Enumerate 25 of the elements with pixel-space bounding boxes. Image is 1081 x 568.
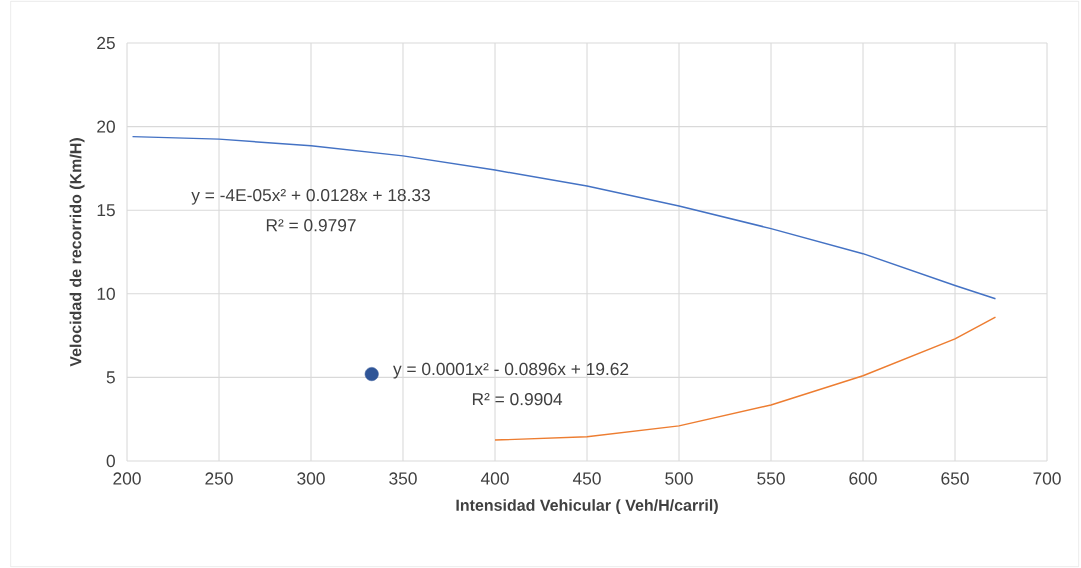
x-tick-label: 700 (1033, 472, 1061, 485)
y-tick-label: 5 (106, 371, 115, 384)
y-tick-label: 25 (97, 36, 115, 50)
y-tick-label: 15 (97, 204, 115, 217)
x-tick-label: 450 (572, 472, 601, 485)
x-tick-label: 300 (297, 472, 325, 485)
annotation: R² = 0.9904 (472, 392, 563, 406)
y-tick-label: 0 (106, 454, 115, 468)
x-tick-label: 350 (389, 472, 417, 485)
x-tick-label: 600 (849, 472, 877, 485)
x-tick-label: 400 (480, 472, 509, 485)
x-tick-label: 200 (113, 472, 141, 485)
y-tick-label: 10 (97, 287, 115, 300)
x-tick-label: 550 (757, 472, 785, 485)
line-series (131, 135, 997, 300)
annotation: y = 0.0001x² - 0.0896x + 19.62 (393, 362, 629, 379)
x-tick-label: 650 (941, 472, 969, 485)
line-series (494, 316, 997, 441)
annotation: R² = 0.9797 (266, 219, 356, 232)
x-tick-label: 250 (205, 472, 233, 485)
annotation: y = -4E-05x² + 0.0128x + 18.33 (191, 188, 430, 205)
x-tick-label: 500 (665, 472, 693, 485)
x-axis-title: Intensidad Vehicular ( Veh/H/carril) (456, 499, 718, 515)
y-axis-title: Velocidad de recorrido (Km/H) (69, 138, 85, 367)
y-tick-label: 20 (97, 120, 115, 133)
